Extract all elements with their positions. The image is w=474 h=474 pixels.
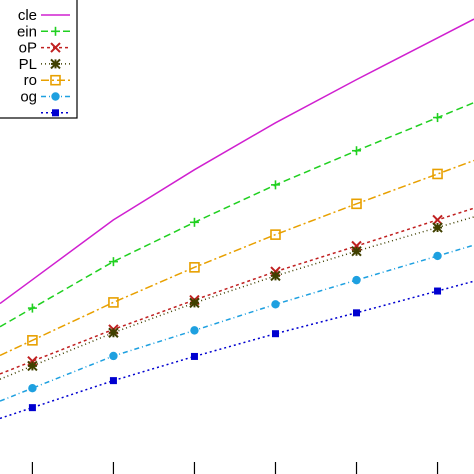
data-point	[353, 309, 361, 317]
series-unnamed	[0, 280, 474, 420]
series-PL	[0, 216, 474, 380]
data-point	[189, 297, 200, 309]
data-point	[432, 168, 443, 180]
data-point	[351, 198, 362, 210]
data-point	[109, 377, 117, 385]
data-point	[270, 229, 281, 240]
series-ro	[0, 159, 474, 357]
data-point	[432, 222, 443, 233]
legend-entry: cle	[18, 7, 70, 24]
data-point	[434, 287, 442, 295]
legend-label: ein	[17, 23, 37, 40]
series-oP	[0, 207, 474, 375]
legend-entry: ro	[24, 72, 70, 89]
data-point	[433, 251, 442, 261]
data-point	[190, 352, 198, 360]
data-point	[108, 327, 119, 338]
data-point	[270, 180, 280, 190]
legend-marker	[51, 92, 60, 101]
data-point	[108, 257, 118, 267]
data-point	[433, 113, 443, 123]
legend-marker	[52, 109, 59, 117]
legend-entry: PL	[19, 56, 70, 73]
series-line-ein	[0, 101, 474, 328]
series-line-og	[0, 244, 474, 402]
series-line-oP	[0, 207, 474, 375]
legend-marker	[50, 42, 61, 53]
series-og	[0, 244, 474, 402]
data-point	[28, 404, 36, 412]
data-point	[190, 326, 199, 335]
data-point	[108, 297, 119, 308]
data-point	[27, 360, 38, 372]
legend-label: og	[20, 89, 37, 106]
series-line-PL	[0, 216, 474, 380]
legend-label: oP	[19, 40, 37, 57]
data-point	[189, 217, 199, 227]
series-cle	[0, 18, 474, 305]
legend-label: cle	[18, 7, 37, 24]
data-point	[27, 335, 38, 346]
series-line-cle	[0, 18, 474, 305]
axis-layer	[31, 462, 439, 474]
legend-box	[0, 0, 78, 119]
legend-label: ro	[24, 72, 37, 89]
legend-marker	[51, 26, 60, 36]
series-ein	[0, 101, 474, 328]
series-line-unnamed	[0, 280, 474, 420]
data-point	[27, 303, 37, 313]
data-point	[189, 262, 200, 273]
data-point	[432, 214, 443, 226]
data-point	[352, 146, 362, 156]
legend-entry: ein	[17, 23, 70, 40]
data-point	[271, 330, 279, 338]
data-point	[28, 384, 37, 393]
series-layer	[0, 18, 474, 420]
legend-entry: oP	[19, 40, 70, 57]
data-point	[271, 300, 280, 309]
data-point	[109, 351, 118, 361]
legend-entry: og	[20, 89, 70, 106]
series-line-ro	[0, 159, 474, 357]
legend-label: PL	[19, 56, 37, 73]
legend-marker	[50, 58, 61, 70]
legend-marker	[50, 74, 61, 86]
data-point	[270, 270, 281, 282]
data-point	[351, 246, 362, 257]
legend-entry	[41, 109, 70, 117]
data-point	[352, 275, 361, 285]
